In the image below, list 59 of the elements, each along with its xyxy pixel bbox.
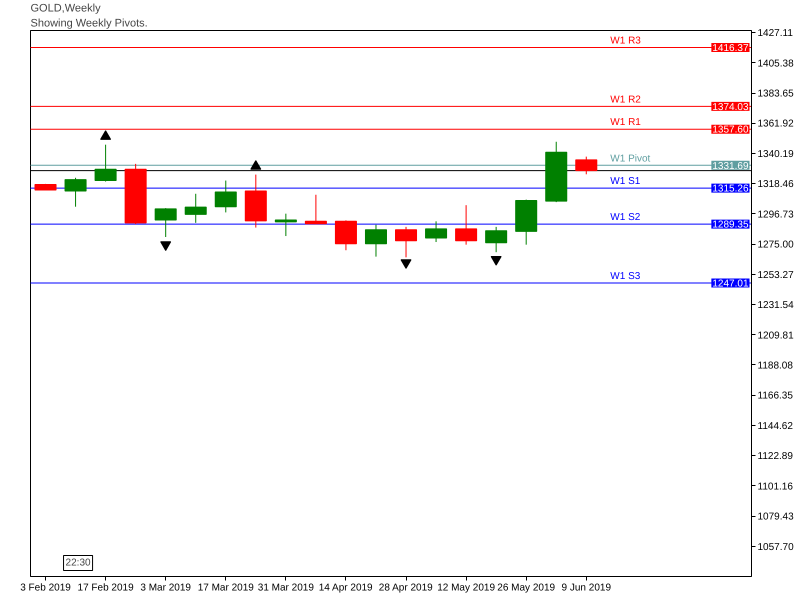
- y-tick-label: 1079.43: [758, 512, 794, 523]
- candlestick: [334, 220, 357, 251]
- ref-line-label: W1 S2: [610, 212, 641, 224]
- x-tick-label: 9 Jun 2019: [562, 582, 612, 594]
- annotation: 22:30: [66, 558, 92, 568]
- candlestick: [184, 193, 207, 224]
- y-tick-label: 1144.62: [758, 420, 794, 432]
- annotation: 1331.69: [712, 160, 749, 172]
- x-tick-label: 3 Feb 2019: [20, 582, 72, 594]
- x-tick-label: 12 May 2019: [437, 582, 496, 594]
- annotation: 1289.35: [712, 220, 749, 231]
- y-tick-label: 1188.08: [758, 360, 794, 372]
- annotation: 1416.37: [712, 43, 749, 54]
- y-tick-label: 1231.54: [758, 300, 794, 312]
- y-tick-label: 1427.11: [758, 28, 794, 40]
- ref-line-label: W1 R1: [610, 117, 642, 128]
- y-tick-label: 1057.70: [758, 542, 794, 553]
- x-tick-label: 31 Mar 2019: [258, 582, 314, 594]
- ref-line-label: W1 S3: [610, 271, 641, 282]
- annotation: 1315.26: [712, 184, 749, 195]
- y-tick-label: 1166.35: [758, 390, 794, 402]
- candlestick: [364, 224, 387, 258]
- x-tick-label: 26 May 2019: [497, 582, 556, 594]
- candlestick: [64, 177, 87, 208]
- annotation: 1357.60: [712, 124, 749, 136]
- y-tick-label: 1361.92: [758, 118, 794, 130]
- candlestick: [274, 213, 297, 237]
- candlestick: [455, 204, 478, 246]
- y-tick-label: 1253.27: [758, 270, 794, 281]
- y-tick-label: 1296.73: [758, 209, 794, 220]
- annotation: 1247.01: [712, 278, 749, 290]
- x-tick-label: 3 Mar 2019: [140, 582, 192, 594]
- x-tick-label: 17 Mar 2019: [198, 582, 254, 594]
- y-tick-label: 1383.65: [758, 88, 794, 100]
- y-tick-label: 1101.16: [758, 481, 794, 492]
- candlestick: [575, 156, 598, 175]
- candlestick: [395, 226, 418, 258]
- candlestick: [304, 194, 327, 225]
- candlestick: [485, 226, 508, 253]
- y-tick-label: 1405.38: [758, 58, 794, 70]
- x-tick-label: 14 Apr 2019: [318, 582, 374, 594]
- chart-subtitle: Showing Weekly Pivots.: [30, 18, 148, 30]
- y-tick-label: 1275.00: [758, 240, 794, 251]
- ref-line-label: W1 S1: [610, 176, 641, 188]
- annotation: 1374.03: [712, 102, 749, 113]
- y-tick-label: 1209.81: [758, 330, 794, 342]
- candlestick: [214, 180, 237, 213]
- y-tick-label: 1122.89: [758, 451, 794, 462]
- ref-line-label: W1 Pivot: [610, 153, 651, 164]
- chart-title: GOLD,Weekly: [30, 2, 102, 14]
- x-tick-label: 17 Feb 2019: [78, 582, 134, 594]
- y-tick-label: 1318.46: [758, 179, 794, 190]
- candlestick: [154, 208, 177, 238]
- candlestick: [425, 220, 448, 243]
- ref-line-label: W1 R2: [610, 94, 642, 106]
- y-tick-label: 1340.19: [758, 148, 794, 160]
- x-tick-label: 28 Apr 2019: [378, 582, 434, 594]
- ref-line-label: W1 R3: [610, 36, 642, 47]
- candlestick: [94, 144, 117, 182]
